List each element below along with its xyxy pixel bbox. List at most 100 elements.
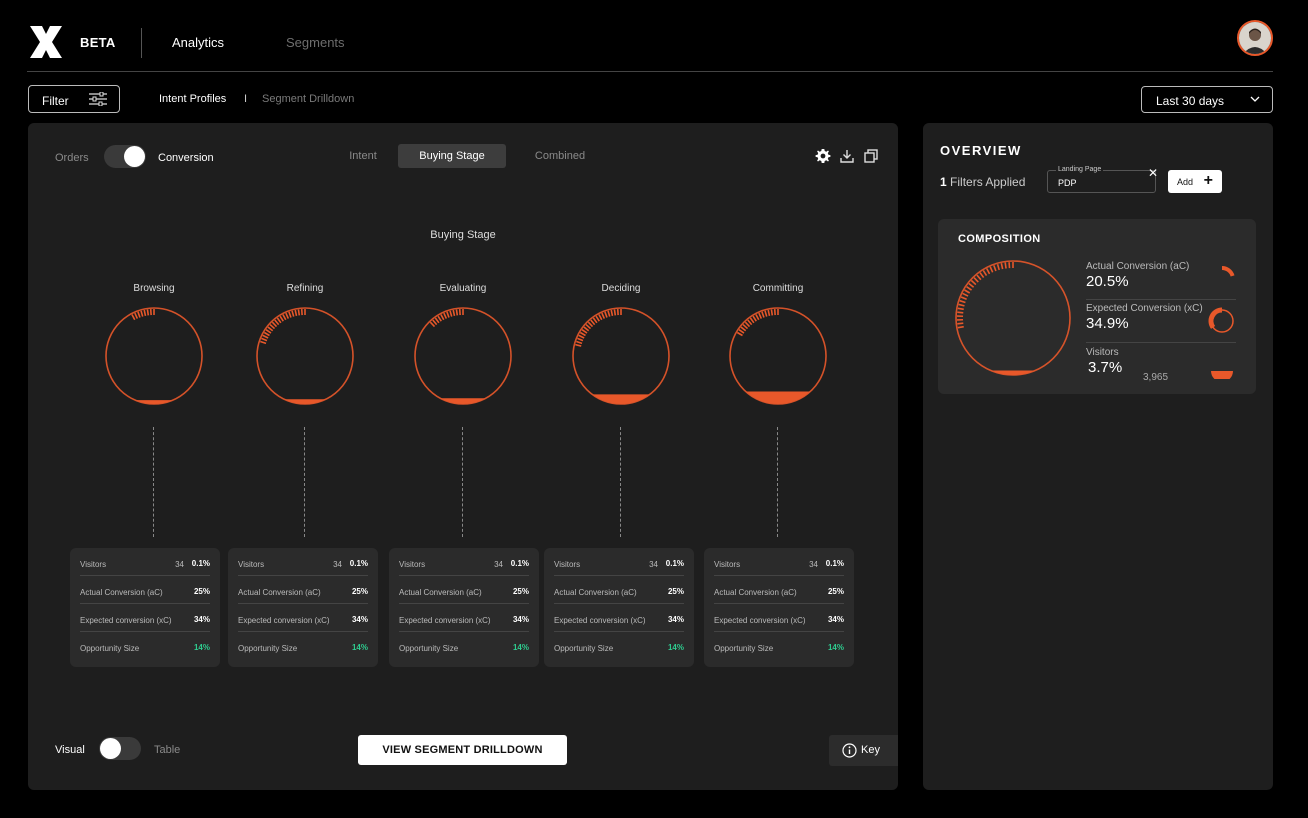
- filter-chip-landing-page[interactable]: Landing Page PDP ✕: [1047, 166, 1158, 193]
- metric-divider: [1086, 342, 1236, 343]
- stage-label: Refining: [286, 283, 324, 294]
- ring-fill-segment: [990, 370, 1036, 375]
- stage-connector: [304, 427, 305, 537]
- metric-label: Expected Conversion (xC): [1086, 303, 1203, 314]
- stage-stats-card: Visitors 34 0.1% Actual Conversion (aC) 25% E…: [228, 548, 378, 667]
- nav-segments[interactable]: Segments: [286, 35, 345, 50]
- stat-value: 14%: [193, 643, 210, 652]
- tab-buying-stage[interactable]: Buying Stage: [398, 144, 506, 168]
- avatar[interactable]: [1237, 20, 1273, 56]
- mini-ring-ac: [1221, 266, 1235, 277]
- ring-fill-segment: [592, 394, 650, 404]
- metric-toggle[interactable]: [104, 145, 146, 168]
- stat-count: 34: [649, 560, 658, 569]
- ring-fill-segment: [745, 391, 811, 404]
- stat-count: 34: [175, 560, 184, 569]
- ring-outline: [572, 307, 670, 405]
- stage-ring-chart[interactable]: [254, 305, 356, 407]
- download-icon[interactable]: [839, 148, 855, 164]
- ring-outline: [414, 307, 512, 405]
- stat-label: Visitors: [399, 560, 426, 569]
- composition-ring-chart: [955, 260, 1071, 376]
- stat-value: 0.1%: [825, 559, 844, 568]
- breadcrumb-segment-drilldown[interactable]: Segment Drilldown: [262, 93, 355, 105]
- stat-label: Visitors: [714, 560, 741, 569]
- view-segment-drilldown-button[interactable]: VIEW SEGMENT DRILLDOWN: [358, 735, 567, 765]
- stat-label: Actual Conversion (aC): [238, 588, 321, 597]
- view-toggle[interactable]: [99, 737, 141, 760]
- stat-value: 34%: [351, 615, 368, 624]
- metric-actual-conversion: Actual Conversion (aC) 20.5%: [1086, 261, 1236, 290]
- toggle-label-orders[interactable]: Orders: [55, 152, 89, 164]
- stat-label: Actual Conversion (aC): [399, 588, 482, 597]
- close-icon[interactable]: ✕: [1147, 166, 1158, 180]
- stat-row-visitors: Visitors 34 0.1%: [554, 548, 684, 576]
- ring-fill-segment: [135, 400, 173, 404]
- stat-row-actual-conversion: Actual Conversion (aC) 25%: [80, 576, 210, 604]
- toggle-knob: [124, 146, 145, 167]
- overview-panel: OVERVIEW 1 Filters Applied Landing Page …: [923, 123, 1273, 790]
- chart-title: Buying Stage: [430, 229, 496, 241]
- metric-visitors: Visitors 3.7% 3,965: [1086, 347, 1236, 383]
- stat-value: 14%: [827, 643, 844, 652]
- date-range-select[interactable]: Last 30 days: [1141, 86, 1273, 113]
- metric-expected-conversion: Expected Conversion (xC) 34.9%: [1086, 303, 1236, 333]
- stat-row-opportunity-size: Opportunity Size 14%: [80, 632, 210, 660]
- metric-label: Visitors: [1086, 347, 1119, 358]
- filter-button-label: Filter: [42, 94, 69, 108]
- copy-icon[interactable]: [863, 148, 879, 164]
- breadcrumb-intent-profiles[interactable]: Intent Profiles: [159, 93, 227, 105]
- stage-stats-card: Visitors 34 0.1% Actual Conversion (aC) 25% E…: [704, 548, 854, 667]
- stat-label: Visitors: [554, 560, 581, 569]
- stage-ring-chart[interactable]: [727, 305, 829, 407]
- filter-button[interactable]: Filter: [28, 85, 120, 113]
- stat-label: Opportunity Size: [399, 644, 459, 653]
- nav-analytics[interactable]: Analytics: [172, 35, 225, 50]
- stage-ring-chart[interactable]: [570, 305, 672, 407]
- stage-stats-card: Visitors 34 0.1% Actual Conversion (aC) 25% E…: [389, 548, 539, 667]
- stage-stats-card: Visitors 34 0.1% Actual Conversion (aC) 25% E…: [70, 548, 220, 667]
- logo-x-icon[interactable]: [28, 24, 64, 60]
- stage-label: Committing: [752, 283, 804, 294]
- stat-label: Expected conversion (xC): [238, 616, 330, 625]
- tab-combined[interactable]: Combined: [534, 150, 586, 162]
- filters-text: Filters Applied: [950, 175, 1026, 189]
- toggle-label-table[interactable]: Table: [154, 744, 181, 756]
- stat-label: Actual Conversion (aC): [714, 588, 797, 597]
- metric-value: 3.7%: [1088, 359, 1123, 376]
- stat-label: Opportunity Size: [80, 644, 140, 653]
- composition-card: COMPOSITION Actual Conversion (aC) 20.5%…: [938, 219, 1256, 394]
- stage-ring-chart[interactable]: [412, 305, 514, 407]
- metric-sub-value: 3,965: [1143, 372, 1169, 383]
- stat-value: 14%: [667, 643, 684, 652]
- stat-value: 34%: [193, 615, 210, 624]
- top-bar: BETA Analytics Segments: [0, 0, 1308, 72]
- stat-label: Actual Conversion (aC): [80, 588, 163, 597]
- stat-label: Expected conversion (xC): [714, 616, 806, 625]
- stat-label: Expected conversion (xC): [554, 616, 646, 625]
- ring-ticks: [131, 309, 155, 321]
- toggle-label-visual[interactable]: Visual: [55, 744, 85, 756]
- tab-intent[interactable]: Intent: [349, 150, 377, 162]
- metric-divider: [1086, 299, 1236, 300]
- header-divider: [141, 28, 142, 58]
- stat-row-actual-conversion: Actual Conversion (aC) 25%: [238, 576, 368, 604]
- stat-value: 0.1%: [510, 559, 529, 568]
- stat-label: Opportunity Size: [714, 644, 774, 653]
- stat-count: 34: [333, 560, 342, 569]
- stage-ring-chart[interactable]: [103, 305, 205, 407]
- ring-ticks: [736, 309, 779, 337]
- mini-ring-arc: [1208, 307, 1223, 329]
- ring-ticks: [260, 309, 306, 345]
- stage-label: Browsing: [133, 283, 175, 294]
- mini-ring-visitors: [1211, 371, 1233, 379]
- ring-fill-segment: [284, 399, 326, 404]
- header-rule: [27, 71, 1273, 72]
- stat-count: 34: [809, 560, 818, 569]
- add-filter-button[interactable]: Add +: [1168, 170, 1222, 193]
- key-button[interactable]: Key: [829, 735, 898, 766]
- ring-outline: [256, 307, 354, 405]
- ring-fill-segment: [440, 398, 486, 404]
- toggle-label-conversion[interactable]: Conversion: [158, 152, 214, 164]
- gear-icon[interactable]: [815, 148, 831, 164]
